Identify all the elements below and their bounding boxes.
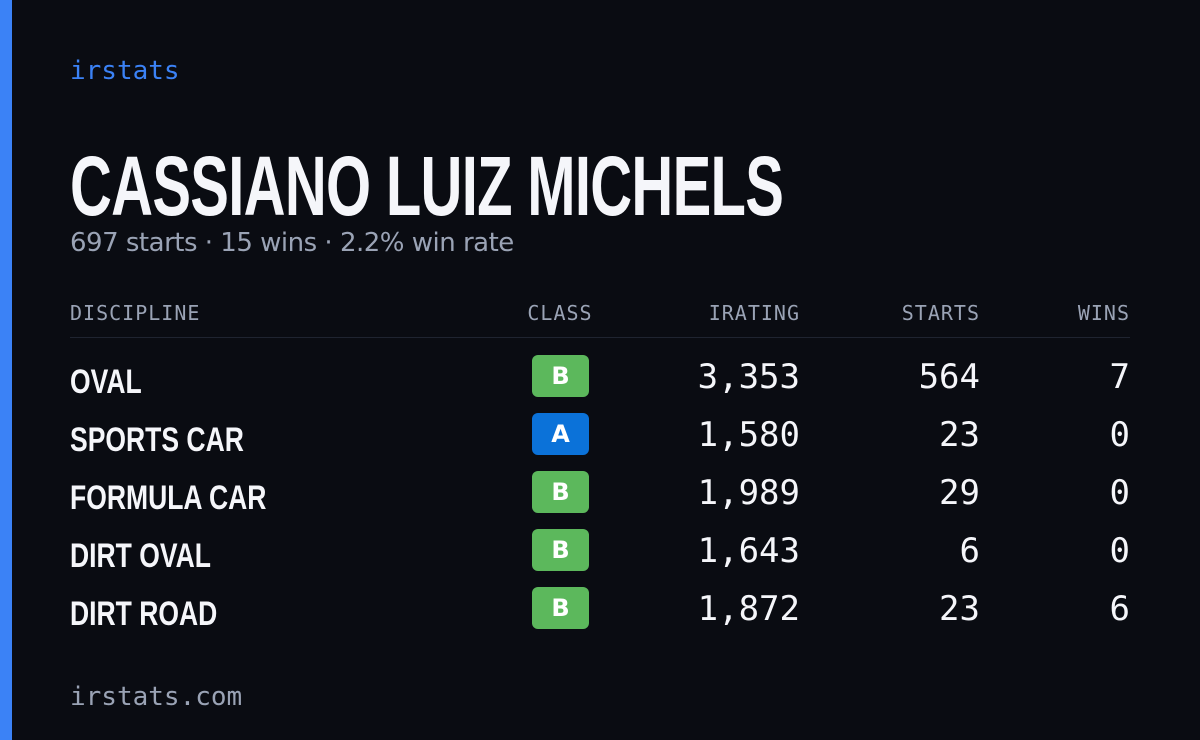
footer: irstats.com — [70, 682, 243, 712]
class-badge: B — [532, 355, 589, 397]
discipline: DIRT OVAL — [70, 537, 211, 575]
driver-name: CASSIANO LUIZ MICHELS — [70, 139, 784, 233]
class-badge: B — [532, 529, 589, 571]
stat-value: 23 — [939, 415, 980, 455]
brand: irstats — [70, 56, 180, 86]
stat-value: 0 — [1109, 531, 1130, 571]
header-rule — [70, 337, 1130, 338]
discipline: DIRT ROAD — [70, 595, 218, 633]
stat-value: 7 — [1109, 357, 1130, 397]
accent-bar — [0, 0, 12, 740]
stat-value: 0 — [1109, 415, 1130, 455]
column-header: STARTS — [901, 301, 980, 325]
discipline: SPORTS CAR — [70, 421, 244, 459]
stat-value: 3,353 — [697, 357, 800, 397]
column-header: IRATING — [708, 301, 800, 325]
stat-value: 564 — [918, 357, 980, 397]
stat-value: 1,989 — [697, 473, 800, 513]
column-header: WINS — [1077, 301, 1130, 325]
stat-value: 1,580 — [697, 415, 800, 455]
stat-value: 6 — [1109, 589, 1130, 629]
discipline: FORMULA CAR — [70, 479, 267, 517]
summary: 697 starts · 15 wins · 2.2% win rate — [70, 228, 514, 258]
column-header: DISCIPLINE — [70, 301, 201, 325]
stat-value: 23 — [939, 589, 980, 629]
class-badge: B — [532, 587, 589, 629]
discipline: OVAL — [70, 363, 142, 401]
stat-value: 0 — [1109, 473, 1130, 513]
stat-value: 1,872 — [697, 589, 800, 629]
stat-value: 1,643 — [697, 531, 800, 571]
class-badge: B — [532, 471, 589, 513]
stat-value: 29 — [939, 473, 980, 513]
stat-value: 6 — [959, 531, 980, 571]
class-badge: A — [532, 413, 589, 455]
column-header: CLASS — [527, 301, 593, 325]
